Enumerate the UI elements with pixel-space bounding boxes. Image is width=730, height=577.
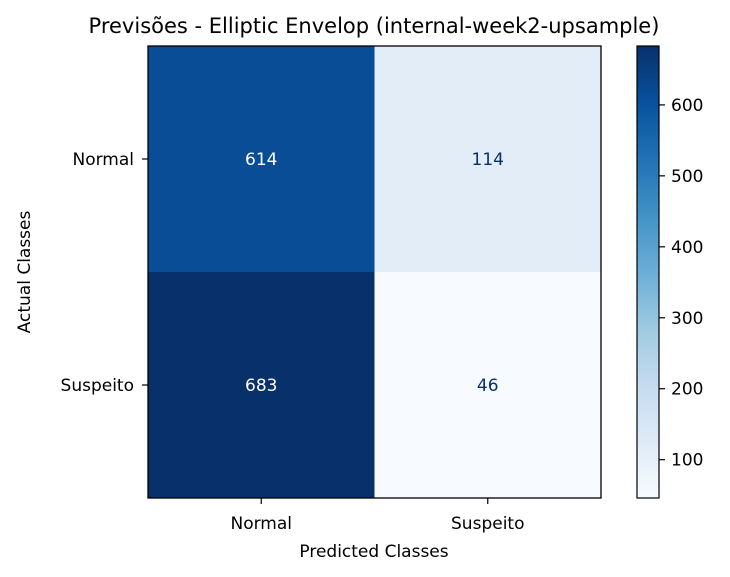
x-axis: Normal Suspeito xyxy=(230,498,524,534)
x-tick-label: Normal xyxy=(230,514,292,534)
heatmap-cell xyxy=(374,272,602,499)
cell-value-labels: 614 114 683 46 xyxy=(245,150,504,396)
y-tick-label: Suspeito xyxy=(61,376,134,396)
colorbar-gradient xyxy=(636,45,660,499)
heatmap-cells xyxy=(148,46,602,499)
colorbar-tick-label: 400 xyxy=(671,238,703,258)
cell-value-label: 46 xyxy=(477,376,499,396)
y-tick-label: Normal xyxy=(72,150,134,170)
cell-value-label: 114 xyxy=(472,150,504,170)
colorbar-tick-label: 500 xyxy=(671,167,703,187)
x-tick-label: Suspeito xyxy=(451,514,524,534)
x-axis-label: Predicted Classes xyxy=(299,542,448,562)
y-axis-label: Actual Classes xyxy=(15,211,35,334)
colorbar-ticks: 100 200 300 400 500 600 xyxy=(659,96,703,471)
heatmap-cell xyxy=(148,46,375,273)
colorbar-tick-label: 200 xyxy=(671,380,703,400)
plot-frame xyxy=(147,45,602,499)
heatmap-cell xyxy=(374,46,602,273)
colorbar: 100 200 300 400 500 600 xyxy=(636,45,703,499)
y-axis: Normal Suspeito xyxy=(61,150,148,396)
heatmap-cell xyxy=(148,272,375,499)
cell-value-label: 683 xyxy=(245,376,277,396)
colorbar-tick-label: 100 xyxy=(671,451,703,471)
colorbar-tick-label: 300 xyxy=(671,309,703,329)
colorbar-tick-label: 600 xyxy=(671,96,703,116)
chart-title: Previsões - Elliptic Envelop (internal-w… xyxy=(89,14,660,38)
cell-value-label: 614 xyxy=(245,150,277,170)
